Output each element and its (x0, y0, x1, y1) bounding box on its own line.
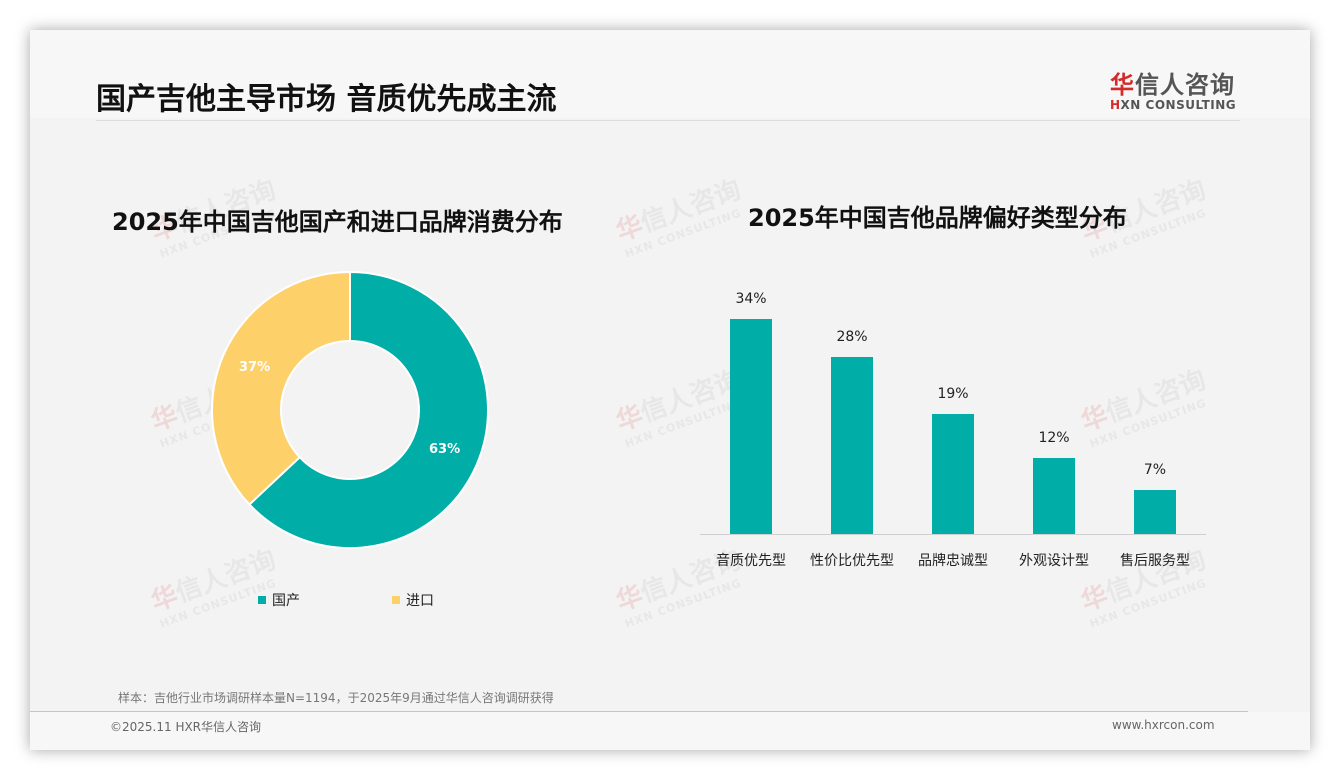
bar (730, 319, 772, 534)
brand-logo: 华信人咨询 HXN CONSULTING (1110, 65, 1250, 112)
bar-value-label: 19% (937, 385, 969, 402)
sample-note: 样本：吉他行业市场调研样本量N=1194，于2025年9月通过华信人咨询调研获得 (118, 691, 554, 705)
title-band (30, 30, 1310, 118)
donut-label-import: 37% (239, 360, 271, 375)
legend-item-import: 进口 (392, 590, 434, 610)
bar-value-label: 7% (1143, 461, 1167, 478)
donut-chart-title: 2025年中国吉他国产和进口品牌消费分布 (112, 208, 563, 236)
bar-value-label: 12% (1038, 430, 1070, 447)
bar-category-label: 音质优先型 (716, 553, 786, 569)
donut-chart-graphic (211, 270, 489, 549)
bar-category-label: 售后服务型 (1120, 553, 1190, 569)
website-link: www.hxrcon.com (1112, 718, 1215, 732)
bar-category-label: 外观设计型 (1019, 553, 1089, 569)
bar-chart-x-axis (700, 534, 1206, 535)
footer-divider (30, 711, 1248, 712)
bar-chart-title: 2025年中国吉他品牌偏好类型分布 (748, 204, 1127, 232)
slide: 国产吉他主导市场 音质优先成主流 华信人咨询 HXN CONSULTING 华信… (30, 30, 1310, 750)
donut-slice-import (211, 270, 351, 506)
logo-english: HXN CONSULTING (1110, 98, 1237, 112)
bar (831, 356, 873, 534)
bar-value-label: 28% (836, 328, 868, 345)
page-title: 国产吉他主导市场 音质优先成主流 (96, 82, 557, 117)
legend-swatch-import (392, 596, 400, 604)
bar (1033, 458, 1075, 534)
bar-chart: 34% 28% 19% 12% 7% (700, 280, 1206, 534)
bar-value-label: 34% (735, 291, 767, 307)
donut-label-domestic: 63% (429, 442, 461, 457)
bar-category-label: 品牌忠诚型 (918, 553, 988, 569)
legend-item-domestic: 国产 (258, 590, 300, 610)
copyright-text: ©2025.11 HXR华信人咨询 (110, 720, 262, 734)
legend-swatch-domestic (258, 596, 266, 604)
footer-band (30, 712, 1310, 750)
bar (1134, 489, 1176, 534)
donut-slice-domestic (247, 270, 489, 549)
bar (932, 413, 974, 534)
logo-chinese: 华信人咨询 (1110, 71, 1235, 99)
title-divider (96, 120, 1240, 121)
bar-category-label: 性价比优先型 (810, 553, 894, 569)
donut-chart: 63% 37% (210, 270, 490, 550)
